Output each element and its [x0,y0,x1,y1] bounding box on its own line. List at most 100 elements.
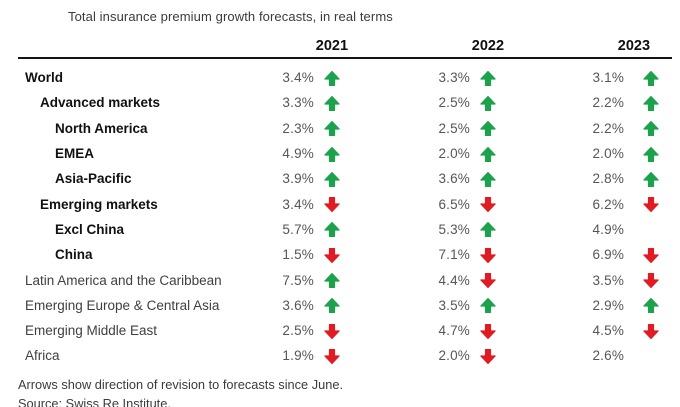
trend-up-icon [324,171,340,187]
table-header: 2021 2022 2023 [18,31,673,59]
value-cell: 3.6% [438,171,471,187]
table-row: Latin America and the Caribbean 7.5% 4.4… [18,267,672,292]
trend-cell [470,191,506,216]
trend-up-icon [643,171,659,187]
value-cell: 1.5% [282,247,314,263]
trend-cell [314,116,350,141]
value-cell: 3.4% [282,70,314,86]
region-label: EMEA [55,146,95,162]
trend-cell [624,318,672,343]
value-cell: 2.9% [592,297,625,313]
trend-up-icon [480,171,496,187]
trend-down-icon [480,247,496,263]
value-cell: 6.9% [592,247,625,263]
trend-cell [314,267,350,292]
value-cell: 6.5% [438,196,471,212]
value-cell: 6.2% [592,196,625,212]
trend-down-icon [480,348,496,364]
trend-up-icon [324,146,340,162]
value-cell: 3.5% [438,297,471,313]
trend-down-icon [324,348,340,364]
value-cell: 1.9% [282,348,314,364]
trend-cell [314,166,350,191]
trend-cell [470,58,506,90]
trend-cell [470,141,506,166]
value-cell: 4.4% [438,272,471,288]
trend-cell [470,166,506,191]
table-row: Advanced markets 3.3% 2.5% [18,90,672,115]
trend-up-icon [643,70,659,86]
trend-cell [470,217,506,242]
trend-up-icon [480,70,496,86]
trend-up-icon [643,121,659,137]
table-row: China 1.5% 7.1% [18,242,672,267]
trend-cell [470,116,506,141]
year-column-header-2023: 2023 [506,31,673,59]
trend-cell [624,191,672,216]
trend-down-icon [324,197,340,213]
trend-up-icon [480,95,496,111]
trend-down-icon [480,323,496,339]
region-label: Latin America and the Caribbean [25,272,222,288]
trend-cell [314,343,350,368]
trend-cell [624,217,672,242]
trend-up-icon [480,121,496,137]
trend-cell [470,90,506,115]
footnote: Arrows show direction of revision to for… [18,376,344,392]
trend-cell [624,90,672,115]
trend-down-icon [324,323,340,339]
table-row: Emerging markets 3.4% 6.5% [18,191,672,216]
value-cell: 2.0% [592,146,625,162]
trend-cell [624,116,672,141]
table-row: Asia-Pacific 3.9% 3.6% [18,166,672,191]
trend-down-icon [643,323,659,339]
table-row: Emerging Middle East 2.5% 4.7% [18,318,672,343]
value-cell: 2.3% [282,120,314,136]
value-cell: 3.6% [282,297,314,313]
trend-up-icon [324,121,340,137]
trend-cell [314,242,350,267]
trend-down-icon [643,197,659,213]
trend-cell [624,242,672,267]
trend-down-icon [480,272,496,288]
value-cell: 3.3% [438,70,471,86]
trend-cell [470,318,506,343]
value-cell: 4.7% [438,323,471,339]
trend-cell [624,141,672,166]
trend-cell [470,293,506,318]
region-label: Emerging markets [40,196,158,212]
trend-cell [314,318,350,343]
trend-cell [314,58,350,90]
trend-cell [314,141,350,166]
value-cell: 2.5% [282,323,314,339]
footnotes: Arrows show direction of revision to for… [18,375,672,407]
region-label: Emerging Europe & Central Asia [25,297,220,313]
region-column-header [18,31,244,59]
trend-down-icon [643,247,659,263]
table-body: World 3.4% 3.3% [18,58,672,369]
value-cell: 7.5% [282,272,314,288]
trend-cell [624,293,672,318]
region-label: Emerging Middle East [25,323,158,339]
year-column-header-2022: 2022 [350,31,507,59]
year-column-header-2021: 2021 [244,31,351,59]
trend-up-icon [643,298,659,314]
value-cell: 7.1% [438,247,471,263]
value-cell: 2.2% [592,120,625,136]
value-cell: 2.6% [592,348,625,364]
value-cell: 3.1% [592,70,625,86]
trend-up-icon [324,222,340,238]
trend-cell [470,343,506,368]
trend-up-icon [324,298,340,314]
trend-cell [314,191,350,216]
value-cell: 2.0% [438,348,471,364]
table-row: World 3.4% 3.3% [18,58,672,90]
region-label: North America [55,120,148,136]
trend-down-icon [643,272,659,288]
value-cell: 2.8% [592,171,625,187]
trend-cell [470,267,506,292]
value-cell: 5.7% [282,221,314,237]
value-cell: 4.9% [282,146,314,162]
value-cell: 2.2% [592,95,625,111]
